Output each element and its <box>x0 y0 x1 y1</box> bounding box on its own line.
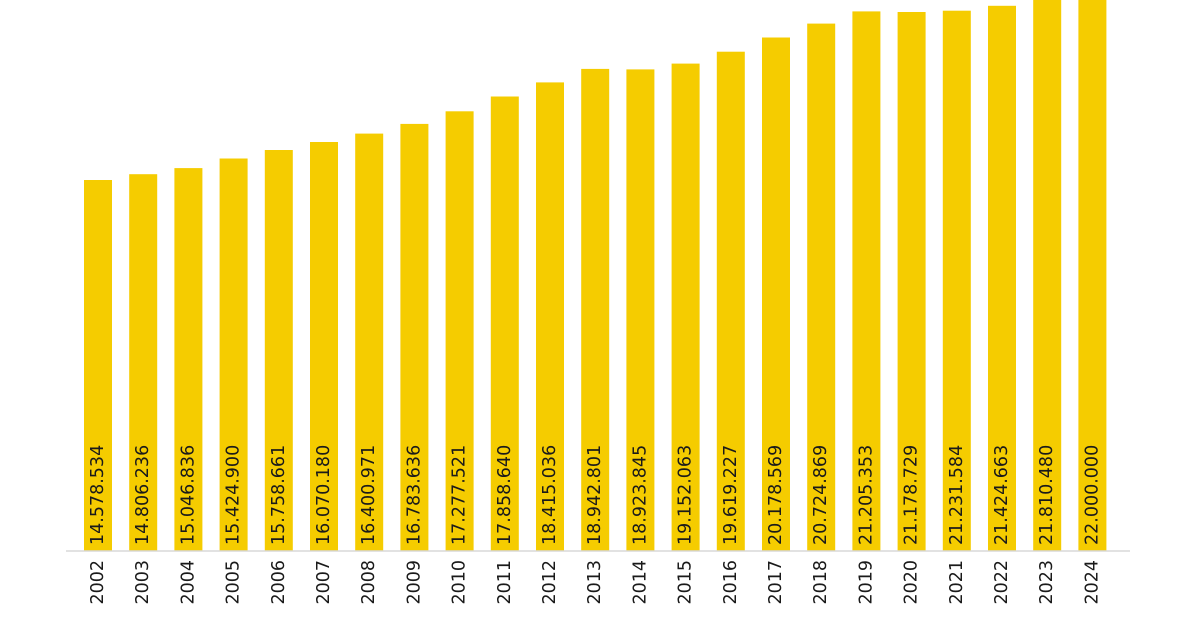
bar-2003 <box>129 174 158 551</box>
value-label-2016: 19.619.227 <box>721 445 741 545</box>
bar-2007 <box>310 142 338 551</box>
value-label-2020: 21.178.729 <box>902 445 922 545</box>
value-label-2024: 22.000.000 <box>1082 445 1102 545</box>
year-label-2013: 2013 <box>585 560 605 605</box>
year-label-2006: 2006 <box>269 560 289 605</box>
year-label-2008: 2008 <box>359 560 379 605</box>
year-label-2023: 2023 <box>1037 560 1057 605</box>
year-label-2019: 2019 <box>856 560 876 605</box>
year-label-2003: 2003 <box>133 560 153 605</box>
value-label-2002: 14.578.534 <box>88 445 108 545</box>
bar-2019 <box>852 11 881 551</box>
value-label-2011: 17.858.640 <box>495 445 515 545</box>
value-label-2006: 15.758.661 <box>269 445 289 545</box>
bar-2013 <box>581 68 610 552</box>
value-label-2015: 19.152.063 <box>676 445 696 545</box>
bar-2020 <box>897 12 926 551</box>
year-label-2005: 2005 <box>224 560 244 605</box>
year-label-2002: 2002 <box>88 560 108 605</box>
bar-2023 <box>1033 0 1062 551</box>
value-label-2019: 21.205.353 <box>856 445 876 545</box>
year-label-2009: 2009 <box>404 560 424 605</box>
year-label-2004: 2004 <box>178 560 198 605</box>
bar-2017 <box>762 37 790 551</box>
bar-2002 <box>84 180 112 551</box>
bar-2009 <box>400 123 429 552</box>
value-label-2004: 15.046.836 <box>178 445 198 545</box>
year-label-2024: 2024 <box>1082 560 1102 605</box>
value-label-2005: 15.424.900 <box>224 445 244 545</box>
bar-2015 <box>671 63 700 551</box>
year-label-2022: 2022 <box>992 560 1012 605</box>
bars-group <box>84 0 1107 552</box>
year-labels-group: 2002 2003 2004 2005 2006 2007 2008 2009 2010 2011… <box>88 560 1102 605</box>
value-label-2009: 16.783.636 <box>404 445 424 545</box>
year-label-2021: 2021 <box>947 560 967 605</box>
year-label-2014: 2014 <box>630 560 650 605</box>
year-label-2020: 2020 <box>902 560 922 605</box>
value-label-2014: 18.923.845 <box>630 445 650 545</box>
bar-2012 <box>536 82 564 552</box>
year-label-2016: 2016 <box>721 560 741 605</box>
value-label-2018: 20.724.869 <box>811 445 831 545</box>
value-label-2012: 18.415.036 <box>540 445 560 545</box>
value-label-2017: 20.178.569 <box>766 445 786 545</box>
bar-2010 <box>445 111 474 552</box>
value-label-2007: 16.070.180 <box>314 445 334 545</box>
bar-2016 <box>716 51 745 551</box>
value-label-2003: 14.806.236 <box>133 445 153 545</box>
bar-2008 <box>355 133 384 551</box>
value-label-2010: 17.277.521 <box>450 445 470 545</box>
value-labels-group: 14.578.534 14.806.236 15.046.836 15.424.900… <box>88 445 1102 545</box>
bar-2004 <box>174 168 203 551</box>
bar-2006 <box>264 150 293 551</box>
year-label-2010: 2010 <box>450 560 470 605</box>
year-label-2018: 2018 <box>811 560 831 605</box>
bar-2014 <box>626 69 655 552</box>
value-label-2008: 16.400.971 <box>359 445 379 545</box>
year-label-2007: 2007 <box>314 560 334 605</box>
year-label-2011: 2011 <box>495 560 515 605</box>
year-label-2017: 2017 <box>766 560 786 605</box>
bar-2005 <box>219 158 248 551</box>
value-label-2013: 18.942.801 <box>585 445 605 545</box>
bar-2022 <box>988 5 1016 552</box>
value-label-2021: 21.231.584 <box>947 445 967 545</box>
value-label-2022: 21.424.663 <box>992 445 1012 545</box>
bar-2018 <box>807 23 836 552</box>
year-label-2015: 2015 <box>676 560 696 605</box>
bar-2021 <box>942 10 971 551</box>
value-label-2023: 21.810.480 <box>1037 445 1057 545</box>
bar-2024 <box>1078 0 1107 552</box>
bar-2011 <box>490 96 519 551</box>
year-label-2012: 2012 <box>540 560 560 605</box>
